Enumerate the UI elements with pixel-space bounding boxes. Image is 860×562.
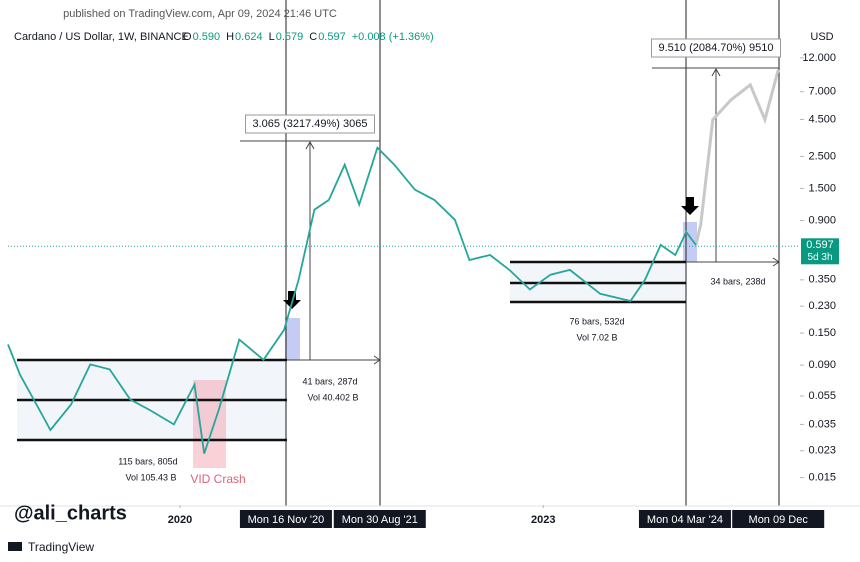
highlight [285, 318, 300, 360]
y-tick-label: 0.230 [808, 300, 836, 312]
footer: TradingView [28, 540, 94, 554]
y-tick-label: 0.023 [808, 445, 836, 457]
ohlc-key: L [269, 31, 275, 43]
annotation: Vol 105.43 B [125, 472, 176, 482]
y-tick-label: 0.055 [808, 390, 836, 402]
annotation: Vol 7.02 B [576, 332, 617, 342]
y-tick-label: 4.500 [808, 113, 836, 125]
annotation-box [651, 38, 781, 58]
y-tick-label: 7.000 [808, 86, 836, 98]
y-tick-label: 0.900 [808, 214, 836, 226]
y-tick-label: 0.035 [808, 418, 836, 430]
countdown: 5d 3h [807, 252, 832, 263]
y-tick-label: 0.150 [808, 327, 836, 339]
price-tag-label: 0.597 [806, 239, 834, 251]
y-tick-label: 0.090 [808, 359, 836, 371]
annotation: 9.510 (2084.70%) 9510 [659, 42, 774, 54]
ohlc-value: 0.579 [276, 31, 304, 43]
y-tick-label: 0.350 [808, 274, 836, 286]
y-tick-label: 1.500 [808, 182, 836, 194]
currency: USD [810, 31, 833, 43]
projection-line [694, 69, 780, 246]
y-tick-label: 2.500 [808, 150, 836, 162]
ohlc-value: 0.597 [318, 31, 346, 43]
annotation: 76 bars, 532d [569, 316, 624, 326]
annotation: 3.065 (3217.49%) 3065 [253, 118, 368, 130]
ohlc-key: C [309, 31, 317, 43]
ohlc-key: O [183, 31, 192, 43]
ohlc-key: H [226, 31, 234, 43]
vertical-lines [285, 0, 780, 506]
date-marker-label: Mon 04 Mar '24 [647, 514, 723, 526]
date-marker [333, 510, 426, 528]
change: +0.008 (+1.36%) [352, 31, 434, 43]
y-tick-label: 0.015 [808, 472, 836, 484]
published: published on TradingView.com, Apr 09, 20… [63, 8, 337, 20]
annotation-box [245, 114, 375, 134]
range-levels [17, 260, 686, 442]
highlight [683, 222, 697, 262]
date-marker [638, 510, 731, 528]
date-marker [732, 510, 825, 528]
measure-lines [240, 67, 780, 365]
x-tick-label: 2020 [168, 514, 192, 526]
date-marker-label: Mon 30 Aug '21 [342, 514, 418, 526]
date-marker-label: Mon 09 Dec [749, 514, 809, 526]
x-tick-label: 2023 [531, 514, 555, 526]
logo [8, 542, 22, 551]
annotation: Vol 40.402 B [307, 392, 358, 402]
ohlc-value: 0.624 [235, 31, 263, 43]
annotation: 115 bars, 805d [118, 456, 177, 466]
date-marker-label: Mon 16 Nov '20 [248, 514, 325, 526]
y-tick-label: 12.000 [802, 52, 836, 64]
date-marker [239, 510, 332, 528]
crash-zone [193, 380, 226, 468]
annotation: 41 bars, 287d [302, 376, 357, 386]
arrow-icon [681, 197, 699, 215]
chart-title: Cardano / US Dollar, 1W, BINANCE [14, 31, 189, 43]
annotation: VID Crash [190, 472, 245, 486]
ohlc-value: 0.590 [193, 31, 221, 43]
price-tag [801, 238, 839, 265]
watermark: @ali_charts [14, 502, 127, 524]
annotation: 34 bars, 238d [710, 276, 765, 286]
price-line [7, 146, 697, 454]
